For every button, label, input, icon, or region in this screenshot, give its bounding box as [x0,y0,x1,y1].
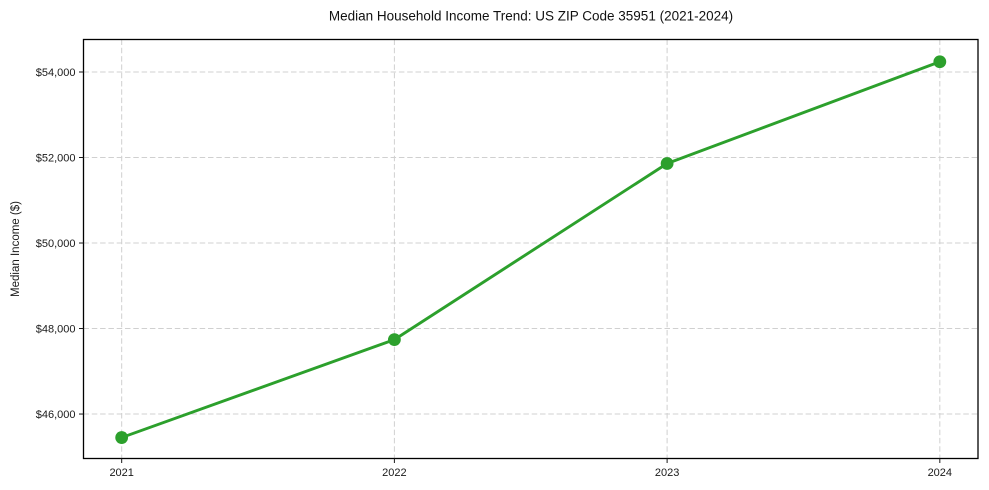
x-tick-label: 2022 [382,467,406,479]
x-tick-label: 2024 [928,467,952,479]
chart-title: Median Household Income Trend: US ZIP Co… [328,8,734,24]
y-tick-label: $46,000 [36,409,76,421]
income-trend-line [120,60,942,439]
y-tick-label: $52,000 [36,152,76,164]
y-tick-label: $48,000 [36,323,76,335]
data-point-2021 [115,431,129,444]
data-point-2024 [933,55,947,69]
data-point-2023 [660,157,674,170]
y-tick-label: $54,000 [36,67,76,79]
y-tick-label: $50,000 [36,238,76,250]
axes-frame [82,38,979,460]
x-tick-label: 2021 [109,467,133,479]
x-tick-label: 2023 [655,467,679,479]
data-point-2022 [387,333,401,347]
